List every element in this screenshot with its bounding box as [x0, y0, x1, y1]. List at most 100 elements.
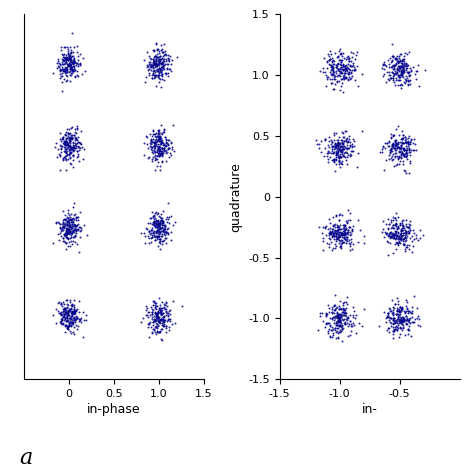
Point [151, 315, 158, 322]
Point [399, 306, 406, 313]
Point [406, 72, 413, 80]
Point [65, 151, 73, 159]
Point [341, 306, 348, 313]
Point [161, 140, 168, 148]
Point [164, 54, 172, 62]
Point [330, 229, 337, 237]
Point [332, 235, 339, 242]
Point [344, 314, 351, 321]
Point [159, 48, 167, 56]
Point [161, 60, 169, 68]
Point [70, 296, 78, 304]
Point [68, 310, 76, 318]
Point [66, 225, 73, 233]
Point [397, 315, 405, 322]
Point [159, 58, 166, 65]
Point [344, 76, 352, 83]
Point [165, 219, 173, 227]
Point [68, 215, 76, 223]
Point [66, 137, 73, 145]
Point [140, 151, 148, 158]
Point [147, 235, 155, 242]
Point [329, 226, 337, 233]
Point [67, 145, 75, 152]
Point [67, 153, 74, 161]
Point [348, 226, 356, 233]
Point [59, 309, 66, 316]
Point [393, 65, 401, 73]
Point [161, 225, 168, 233]
Point [69, 222, 77, 229]
Point [392, 234, 400, 242]
Point [147, 144, 155, 151]
Point [56, 71, 64, 78]
Point [75, 157, 83, 164]
Point [393, 232, 401, 240]
Point [328, 314, 336, 322]
Point [150, 130, 158, 137]
Point [333, 229, 340, 237]
Point [337, 316, 344, 324]
Point [152, 330, 160, 337]
Point [64, 324, 71, 331]
Point [68, 229, 75, 237]
Point [150, 229, 158, 237]
Point [327, 219, 334, 227]
Point [398, 148, 406, 155]
Point [159, 128, 167, 136]
Point [147, 136, 155, 144]
Point [328, 315, 335, 323]
Point [338, 326, 346, 333]
Point [382, 144, 389, 152]
Point [334, 60, 341, 67]
Point [339, 133, 347, 141]
Point [391, 234, 398, 241]
Point [155, 304, 163, 311]
Point [407, 319, 414, 327]
Point [150, 233, 157, 240]
Point [393, 145, 401, 152]
Point [337, 56, 344, 64]
Point [326, 47, 333, 55]
Point [393, 68, 401, 75]
Point [62, 137, 70, 145]
Point [73, 213, 81, 221]
Point [398, 127, 406, 135]
Point [156, 57, 164, 64]
Point [159, 141, 166, 148]
Point [61, 230, 69, 238]
Point [330, 60, 337, 67]
Point [398, 144, 405, 151]
Point [403, 320, 411, 328]
Point [65, 220, 73, 228]
Point [400, 314, 407, 321]
Point [74, 138, 82, 146]
Point [162, 306, 170, 313]
Point [396, 146, 403, 153]
Point [150, 221, 158, 229]
Point [150, 219, 157, 227]
Point [154, 133, 161, 140]
Point [319, 68, 327, 76]
Point [66, 215, 73, 223]
Point [343, 66, 350, 73]
Point [148, 233, 156, 241]
Point [392, 161, 400, 168]
Point [392, 245, 400, 253]
Point [338, 139, 346, 146]
Point [400, 144, 407, 152]
Point [315, 224, 323, 231]
Point [149, 55, 156, 63]
Point [57, 301, 65, 308]
Point [166, 65, 174, 73]
Point [405, 242, 412, 249]
Point [405, 144, 412, 152]
Point [387, 145, 394, 152]
Point [403, 306, 410, 313]
Point [149, 126, 157, 133]
Point [148, 208, 155, 216]
Point [384, 216, 392, 223]
Point [146, 139, 154, 146]
Point [327, 61, 334, 69]
Point [387, 74, 394, 82]
